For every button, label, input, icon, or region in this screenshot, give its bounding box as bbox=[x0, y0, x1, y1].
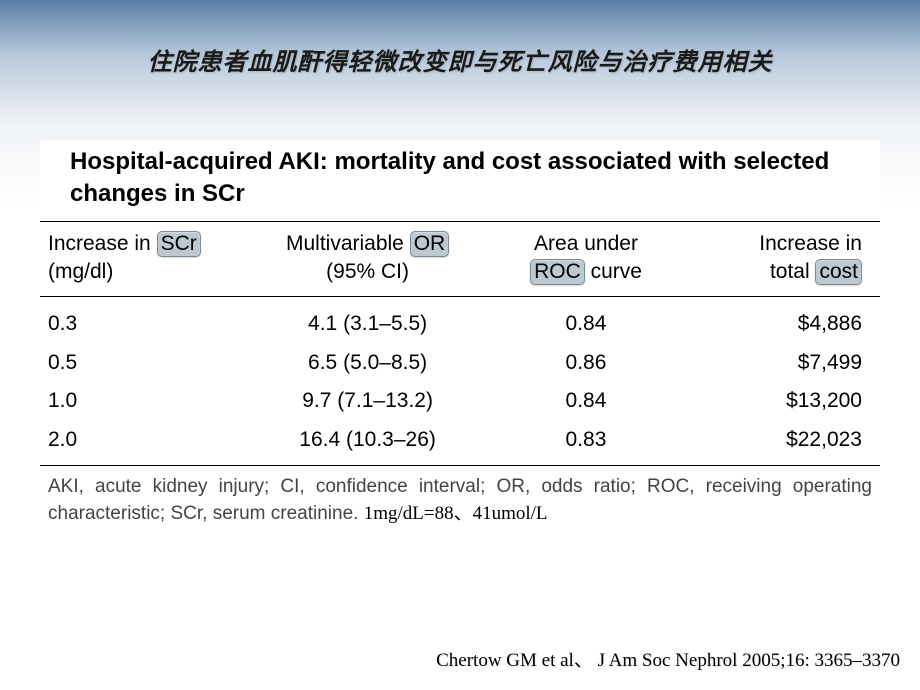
table-row: 0.5 6.5 (5.0–8.5) 0.86 $7,499 bbox=[40, 344, 880, 382]
header-scr-pre: Increase in bbox=[48, 232, 157, 255]
highlight-scr: SCr bbox=[157, 231, 201, 257]
cell-roc: 0.84 bbox=[494, 382, 679, 420]
highlight-roc: ROC bbox=[530, 259, 585, 285]
cell-or: 6.5 (5.0–8.5) bbox=[242, 344, 494, 382]
table-footnote: AKI, acute kidney injury; CI, confidence… bbox=[40, 466, 880, 531]
table-row: 0.3 4.1 (3.1–5.5) 0.84 $4,886 bbox=[40, 297, 880, 344]
cell-cost: $4,886 bbox=[678, 297, 880, 344]
table-row: 1.0 9.7 (7.1–13.2) 0.84 $13,200 bbox=[40, 382, 880, 420]
highlight-cost: cost bbox=[815, 259, 862, 285]
cell-roc: 0.83 bbox=[494, 421, 679, 466]
header-or-pre: Multivariable bbox=[286, 232, 410, 255]
footnote-conversion: 1mg/dL=88、41umol/L bbox=[364, 503, 548, 524]
header-or: Multivariable OR (95% CI) bbox=[242, 221, 494, 297]
cell-roc: 0.84 bbox=[494, 297, 679, 344]
header-or-line2: (95% CI) bbox=[326, 260, 409, 283]
cell-or: 4.1 (3.1–5.5) bbox=[242, 297, 494, 344]
header-scr-line2: (mg/dl) bbox=[48, 260, 113, 283]
cell-cost: $13,200 bbox=[678, 382, 880, 420]
citation: Chertow GM et al、 J Am Soc Nephrol 2005;… bbox=[436, 645, 900, 672]
header-cost-pre: total bbox=[770, 260, 816, 283]
header-scr: Increase in SCr (mg/dl) bbox=[40, 221, 242, 297]
cell-or: 16.4 (10.3–26) bbox=[242, 421, 494, 466]
slide-title: 住院患者血肌酐得轻微改变即与死亡风险与治疗费用相关 bbox=[0, 42, 920, 77]
aki-table: Increase in SCr (mg/dl) Multivariable OR… bbox=[40, 221, 880, 466]
header-roc-post: curve bbox=[585, 260, 642, 283]
cell-scr: 0.5 bbox=[40, 344, 242, 382]
header-cost-line1: Increase in bbox=[759, 232, 862, 255]
cell-or: 9.7 (7.1–13.2) bbox=[242, 382, 494, 420]
cell-cost: $7,499 bbox=[678, 344, 880, 382]
header-roc-line1: Area under bbox=[534, 232, 638, 255]
header-roc: Area under ROC curve bbox=[494, 221, 679, 297]
header-cost: Increase in total cost bbox=[678, 221, 880, 297]
table-title: Hospital-acquired AKI: mortality and cos… bbox=[40, 140, 880, 221]
cell-scr: 2.0 bbox=[40, 421, 242, 466]
cell-cost: $22,023 bbox=[678, 421, 880, 466]
table-container: Hospital-acquired AKI: mortality and cos… bbox=[40, 140, 880, 531]
highlight-or: OR bbox=[410, 231, 450, 257]
table-body: 0.3 4.1 (3.1–5.5) 0.84 $4,886 0.5 6.5 (5… bbox=[40, 297, 880, 466]
cell-roc: 0.86 bbox=[494, 344, 679, 382]
header-row: Increase in SCr (mg/dl) Multivariable OR… bbox=[40, 221, 880, 297]
cell-scr: 0.3 bbox=[40, 297, 242, 344]
cell-scr: 1.0 bbox=[40, 382, 242, 420]
table-row: 2.0 16.4 (10.3–26) 0.83 $22,023 bbox=[40, 421, 880, 466]
